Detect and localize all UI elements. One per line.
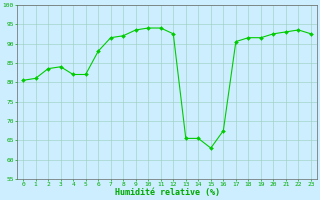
X-axis label: Humidité relative (%): Humidité relative (%) (115, 188, 220, 197)
